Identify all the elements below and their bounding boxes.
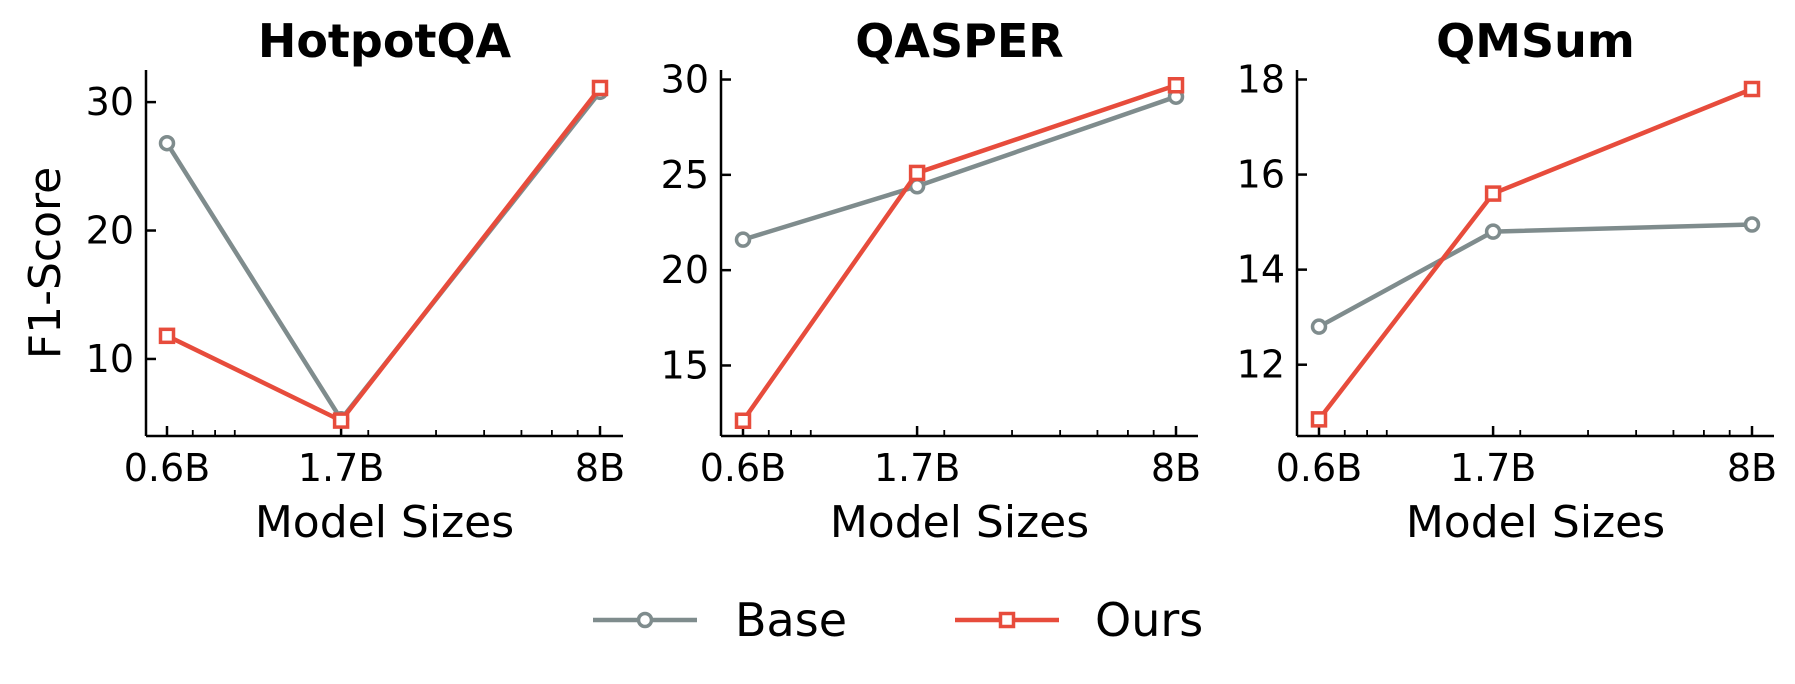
chart-title: HotpotQA — [258, 14, 512, 68]
data-point-base — [1743, 216, 1761, 233]
y-tick-label: 30 — [661, 58, 709, 102]
y-tick-label: 14 — [1237, 248, 1285, 292]
y-tick-label: 30 — [86, 80, 134, 124]
x-axis-label: Model Sizes — [830, 497, 1089, 548]
data-point-ours — [591, 79, 609, 97]
y-tick-label: 15 — [661, 343, 709, 387]
chart-panel-2: QASPER 15 20 25 30 0.6B 1.7B 8B Model Sizes — [661, 14, 1201, 548]
x-tick-label: 8B — [1727, 446, 1777, 490]
series-line-ours — [166, 86, 602, 423]
x-axis-label: Model Sizes — [255, 497, 514, 548]
data-point-ours — [158, 327, 176, 345]
data-point-ours — [734, 412, 752, 429]
legend-marker-square — [998, 611, 1016, 629]
y-tick-label: 16 — [1237, 153, 1285, 197]
y-tick-label: 25 — [661, 153, 709, 197]
chart-title: QASPER — [855, 14, 1063, 68]
legend: Base Ours — [593, 593, 1203, 647]
data-point-ours — [908, 164, 926, 182]
series-line-base — [1317, 222, 1753, 329]
data-point-base — [1484, 223, 1502, 240]
series-line-base — [742, 94, 1177, 242]
x-tick-label: 1.7B — [298, 446, 385, 490]
data-point-base — [158, 134, 176, 152]
y-axis-label: F1-Score — [20, 167, 71, 359]
series-line-base — [165, 90, 602, 422]
data-point-ours — [332, 412, 350, 429]
y-tick-label: 12 — [1237, 343, 1285, 387]
x-tick-label: 0.6B — [124, 446, 211, 490]
legend-label: Base — [735, 593, 847, 647]
data-point-ours — [1743, 80, 1761, 98]
series-line-ours — [1317, 86, 1753, 421]
data-point-base — [734, 231, 752, 248]
chart-panel-3: QMSum 12 14 16 18 0.6B 1.7B 8B Model Sizes — [1237, 14, 1777, 548]
data-point-base — [1310, 318, 1328, 335]
series-line-ours — [741, 83, 1177, 423]
x-tick-label: 0.6B — [700, 446, 787, 490]
x-axis-label: Model Sizes — [1406, 497, 1665, 548]
x-tick-label: 1.7B — [874, 446, 961, 490]
y-tick-label: 20 — [661, 248, 709, 292]
legend-marker-circle — [636, 611, 654, 629]
chart-panel-1: HotpotQA 10 20 30 0.6B 1.7B 8B Model Sizes F1-Sc… — [20, 14, 625, 548]
y-tick-label: 18 — [1237, 58, 1285, 102]
y-tick-label: 20 — [86, 209, 134, 253]
x-tick-label: 1.7B — [1450, 446, 1537, 490]
x-tick-label: 8B — [1151, 446, 1201, 490]
chart-title: QMSum — [1436, 14, 1635, 68]
legend-item-ours: Ours — [955, 593, 1203, 647]
data-point-ours — [1310, 411, 1328, 428]
data-point-ours — [1167, 77, 1185, 94]
data-point-ours — [1484, 185, 1502, 202]
legend-item-base: Base — [593, 593, 847, 647]
x-tick-label: 0.6B — [1276, 446, 1363, 490]
legend-label: Ours — [1095, 593, 1203, 647]
x-tick-label: 8B — [575, 446, 625, 490]
y-tick-label: 10 — [86, 337, 134, 381]
